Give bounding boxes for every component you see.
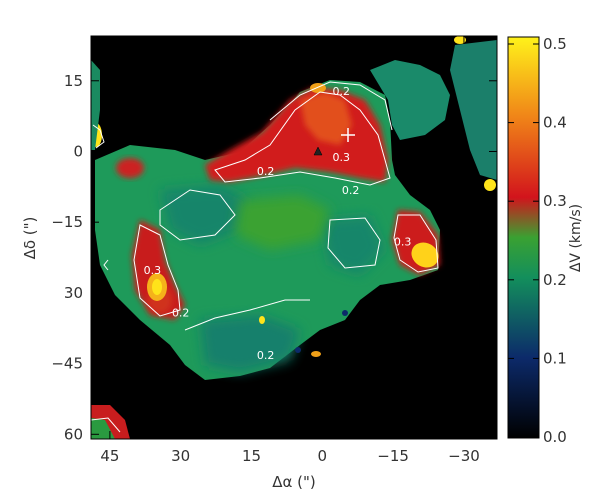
y-tick-label: −45 (51, 355, 83, 373)
contour-0.3-west (133, 224, 181, 317)
x-tick-label: −15 (377, 447, 409, 465)
contour-0.2-north (269, 81, 393, 131)
colorbar-tick-label: 0.0 (543, 428, 567, 446)
contour-label: 0.3 (332, 151, 350, 164)
region-top-right-knot (454, 36, 466, 44)
colorbar-tick-label: 0.2 (543, 271, 567, 289)
markers (313, 128, 355, 156)
contour-label: 0.2 (172, 306, 190, 319)
region-teal-right (320, 215, 385, 275)
y-axis: 15 0 −15 30 −45 60 (51, 72, 497, 443)
contour-label: 0.2 (332, 85, 350, 98)
region-dark-dot-2 (295, 347, 301, 353)
region-right-edge-knot (484, 179, 496, 191)
region-southwest-corner-green (91, 418, 115, 439)
colorbar (508, 37, 539, 438)
region-green-band (235, 195, 330, 250)
contour-edge-1 (103, 259, 109, 271)
region-north-ridge-core (300, 92, 352, 145)
triangle-marker (313, 146, 323, 156)
contour-0.2-center (159, 189, 236, 241)
contour-west-edge (92, 124, 105, 149)
region-small-knot-2 (311, 351, 321, 357)
x-axis-title: Δα (") (272, 473, 316, 491)
x-tick-label: −30 (448, 447, 480, 465)
contour-0.3-north (214, 91, 391, 186)
region-red-patch-1 (116, 158, 144, 178)
region-small-knot-1 (259, 316, 265, 324)
contour-label: 0.2 (257, 349, 275, 362)
y-tick-label: −15 (51, 213, 83, 231)
colorbar-title: ΔV (km/s) (568, 204, 584, 272)
colorbar-ticks: 0.0 0.1 0.2 0.3 0.4 0.5 (508, 35, 567, 446)
contour-0.2-right (327, 217, 381, 269)
x-axis: 45 30 15 0 −15 −30 (100, 36, 480, 465)
x-tick-label: 45 (100, 447, 119, 465)
contour-label: 0.3 (394, 236, 412, 249)
heatmap-image: 0.2 0.3 0.2 0.2 0.3 0.2 0.2 0.3 (91, 36, 497, 439)
contour-0.2-south (184, 299, 310, 331)
region-west-arc (132, 220, 185, 320)
contour-0.3-east (393, 214, 439, 273)
region-southeast-knot (411, 242, 439, 268)
y-tick-label: 0 (73, 142, 83, 160)
region-dark-dot-1 (342, 310, 348, 316)
contour-label: 0.2 (257, 165, 275, 178)
contour-lines (91, 81, 439, 433)
y-tick-label: 60 (64, 425, 83, 443)
colorbar-tick-label: 0.3 (543, 192, 567, 210)
region-teal-center (160, 185, 250, 245)
contour-labels: 0.2 0.3 0.2 0.2 0.3 0.2 0.2 0.3 (144, 85, 412, 362)
x-tick-label: 15 (242, 447, 261, 465)
y-axis-title: Δδ (") (21, 217, 39, 260)
region-teal-south (200, 315, 300, 372)
region-west-strip (91, 60, 100, 150)
colorbar-frame (507, 36, 540, 439)
plot-frame (90, 35, 498, 440)
contour-label: 0.2 (342, 184, 360, 197)
contour-label: 0.3 (144, 264, 162, 277)
colorbar-tick-label: 0.5 (543, 35, 567, 53)
y-tick-label: 30 (64, 284, 83, 302)
x-tick-label: 30 (171, 447, 190, 465)
region-far-east (450, 40, 497, 180)
contour-sw-corner (91, 417, 121, 433)
x-tick-label: 0 (318, 447, 328, 465)
region-west-knot-core (152, 279, 162, 295)
colorbar-tick-label: 0.4 (543, 114, 567, 132)
y-tick-label: 15 (64, 72, 83, 90)
plus-marker (341, 128, 355, 142)
region-east-lobe (370, 60, 450, 140)
colorbar-tick-label: 0.1 (543, 349, 567, 367)
